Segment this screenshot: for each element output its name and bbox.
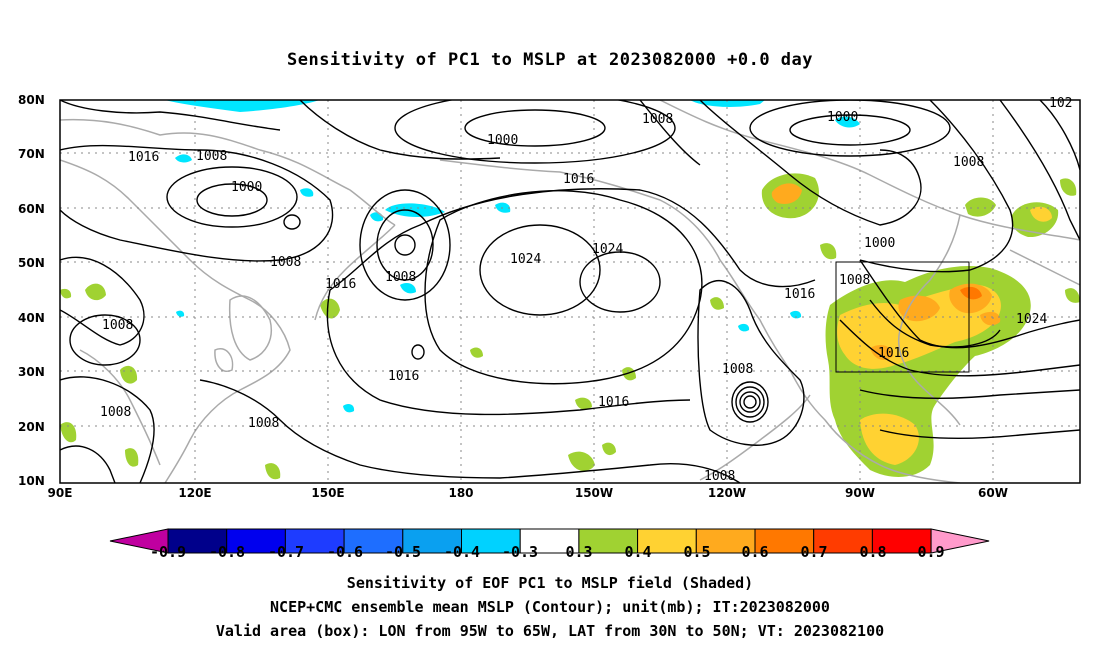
colorbar-label: -0.9 bbox=[149, 543, 187, 561]
lat-label-70n: 70N bbox=[18, 147, 45, 161]
lon-label-120e: 120E bbox=[178, 486, 212, 500]
contour-label: 1008 bbox=[385, 270, 416, 285]
map-frame bbox=[59, 99, 1081, 484]
contour-labels: 1016 1008 1000 1008 1016 1008 1008 1008 … bbox=[100, 96, 1072, 484]
positive-sensitivity-shading bbox=[60, 173, 1080, 480]
lat-label-30n: 30N bbox=[18, 365, 45, 379]
lat-label-40n: 40N bbox=[18, 311, 45, 325]
colorbar-label: -0.8 bbox=[208, 543, 246, 561]
contour-label: 102 bbox=[1049, 96, 1072, 111]
colorbar-label: -0.6 bbox=[326, 543, 364, 561]
negative-sensitivity-shading bbox=[165, 100, 860, 413]
colorbar-segment bbox=[402, 528, 462, 554]
contour-label: 1008 bbox=[642, 112, 673, 127]
lat-label-20n: 20N bbox=[18, 420, 45, 434]
contour-label: 1024 bbox=[592, 242, 623, 257]
colorbar-label: -0.5 bbox=[384, 543, 422, 561]
caption-line-1: Sensitivity of EOF PC1 to MSLP field (Sh… bbox=[346, 574, 754, 592]
colorbar-segment bbox=[578, 528, 639, 554]
contour-label: 1016 bbox=[878, 346, 909, 361]
lon-label-60w: 60W bbox=[978, 486, 1008, 500]
contour-label: 1024 bbox=[510, 252, 541, 267]
contour-label: 1024 bbox=[1016, 312, 1047, 327]
lon-label-90e: 90E bbox=[47, 486, 73, 500]
colorbar-segment bbox=[461, 528, 521, 554]
contour-label: 1008 bbox=[722, 362, 753, 377]
contour-label: 1016 bbox=[563, 172, 594, 187]
colorbar-label: 0.7 bbox=[800, 543, 828, 561]
mslp-contours bbox=[60, 100, 1080, 483]
contour-label: 1008 bbox=[704, 469, 735, 484]
lat-label-10n: 10N bbox=[18, 474, 45, 488]
contour-label: 1016 bbox=[784, 287, 815, 302]
colorbar-label: -0.4 bbox=[443, 543, 481, 561]
contour-label: 1008 bbox=[100, 405, 131, 420]
colorbar-label: 0.8 bbox=[859, 543, 887, 561]
colorbar-segment bbox=[754, 528, 815, 554]
contour-label: 1016 bbox=[325, 277, 356, 292]
colorbar-label: -0.3 bbox=[501, 543, 539, 561]
contour-label: 1016 bbox=[128, 150, 159, 165]
colorbar-segment bbox=[871, 528, 932, 554]
contour-label: 1016 bbox=[598, 395, 629, 410]
lon-label-90w: 90W bbox=[845, 486, 875, 500]
colorbar-segment bbox=[637, 528, 697, 554]
colorbar-label: 0.4 bbox=[624, 543, 652, 561]
contour-label: 1008 bbox=[248, 416, 279, 431]
contour-label: 1008 bbox=[196, 149, 227, 164]
graticule bbox=[60, 100, 1080, 483]
contour-label: 1000 bbox=[231, 180, 262, 195]
colorbar-segment bbox=[343, 528, 404, 554]
colorbar-over-triangle bbox=[930, 528, 990, 554]
colorbar-label: 0.5 bbox=[683, 543, 711, 561]
contour-label: 1000 bbox=[864, 236, 895, 251]
contour-label: 1008 bbox=[953, 155, 984, 170]
caption-line-2: NCEP+CMC ensemble mean MSLP (Contour); u… bbox=[270, 598, 830, 616]
valid-area-box bbox=[835, 261, 970, 373]
colorbar-label: 0.9 bbox=[917, 543, 945, 561]
contour-label: 1008 bbox=[270, 255, 301, 270]
lat-label-80n: 80N bbox=[18, 93, 45, 107]
colorbar-segment bbox=[167, 528, 228, 554]
colorbar-segment bbox=[226, 528, 286, 554]
contour-label: 1008 bbox=[102, 318, 133, 333]
lat-label-60n: 60N bbox=[18, 202, 45, 216]
colorbar-label: -0.7 bbox=[267, 543, 305, 561]
lon-label-180: 180 bbox=[448, 486, 474, 500]
map-title: Sensitivity of PC1 to MSLP at 2023082000… bbox=[286, 50, 813, 70]
caption-line-3: Valid area (box): LON from 95W to 65W, L… bbox=[215, 622, 885, 640]
colorbar-label: 0.3 bbox=[565, 543, 593, 561]
contour-label: 1016 bbox=[388, 369, 419, 384]
contour-label: 1008 bbox=[839, 273, 870, 288]
colorbar-label: 0.6 bbox=[741, 543, 769, 561]
lon-label-120w: 120W bbox=[707, 486, 747, 500]
colorbar-segment bbox=[695, 528, 756, 554]
lon-label-150w: 150W bbox=[574, 486, 614, 500]
contour-label: 1000 bbox=[487, 133, 518, 148]
lat-label-50n: 50N bbox=[18, 256, 45, 270]
colorbar bbox=[109, 528, 990, 554]
colorbar-segment bbox=[813, 528, 873, 554]
contour-label: 1000 bbox=[827, 110, 858, 125]
lon-label-150e: 150E bbox=[311, 486, 345, 500]
